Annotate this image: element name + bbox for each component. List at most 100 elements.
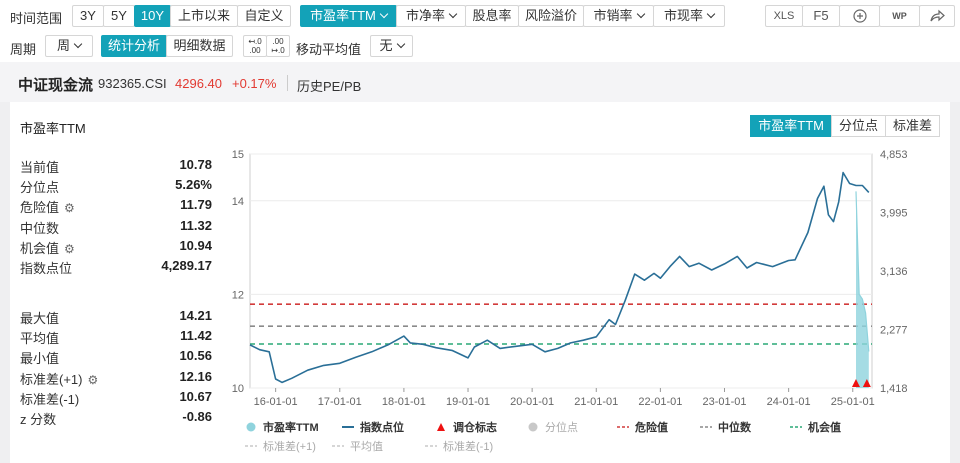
y-right-tick-label: 1,418	[880, 383, 908, 395]
legend-item[interactable]: 危险值	[634, 420, 668, 434]
x-tick-label: 23-01-01	[702, 396, 746, 408]
add-icon[interactable]	[839, 5, 880, 27]
legend-item[interactable]: 调仓标志	[453, 420, 497, 434]
metric-dividend-button[interactable]: 股息率	[465, 5, 519, 27]
ma-dropdown[interactable]: 无	[370, 35, 413, 57]
chart-panel: 市盈率TTM 市盈率TTM 分位点 标准差 当前值 10.78 分位点 5.26% …	[10, 102, 950, 463]
legend-item[interactable]: 机会值	[808, 420, 841, 434]
legend-item[interactable]: 指数点位	[360, 420, 404, 434]
legend-item[interactable]: 平均值	[350, 440, 383, 453]
chevron-down-icon	[636, 9, 645, 19]
chevron-down-icon	[448, 9, 458, 19]
x-tick-label: 22-01-01	[638, 396, 682, 408]
decimal-increase-icon[interactable]: ↤.0.00	[243, 35, 267, 57]
y-right-tick-label: 2,277	[880, 324, 908, 336]
stat-zscore: z 分数 -0.86	[20, 408, 212, 427]
x-tick-label: 21-01-01	[574, 396, 618, 408]
metric-pcf-dropdown[interactable]: 市现率	[653, 5, 725, 27]
x-tick-label: 18-01-01	[382, 396, 426, 408]
legend-item[interactable]: 分位点	[545, 420, 578, 434]
y-right-tick-label: 3,995	[880, 207, 908, 219]
gear-icon[interactable]: ⚙	[87, 372, 99, 387]
pe-chart[interactable]: 10 12 14 15 1,418 2,277 3,136 3,995 4,853 16-01-0…	[222, 102, 922, 463]
rebalance-marker	[851, 379, 860, 387]
range-label: 时间范围	[10, 11, 63, 26]
stats-group-b: 最大值 14.21 平均值 11.42 最小值 10.56 标准差(+1) ⚙ 12.16…	[20, 308, 212, 429]
y-right-tick-label: 3,136	[880, 266, 908, 278]
y-left-tick-label: 10	[232, 383, 244, 395]
legend-item[interactable]: 市盈率TTM	[263, 420, 319, 434]
stat-std-minus: 标准差(-1) 10.67	[20, 388, 212, 407]
index-price: 4296.40	[175, 76, 222, 91]
index-line	[249, 171, 870, 384]
tab-pe-ttm[interactable]: 市盈率TTM	[750, 115, 832, 137]
tab-percentile[interactable]: 分位点	[830, 115, 886, 137]
y-left-tick-label: 15	[232, 149, 244, 161]
stats-group-a: 当前值 10.78 分位点 5.26% 危险值 ⚙ 11.79 中位数 11.32 机会值…	[20, 157, 212, 278]
rebalance-marker	[862, 379, 871, 387]
period-dropdown[interactable]: 周	[45, 35, 93, 57]
chevron-down-icon	[396, 39, 405, 49]
export-xls-icon[interactable]: XLS	[765, 5, 803, 27]
stat-current: 当前值 10.78	[20, 157, 212, 175]
legend-swatch	[437, 423, 445, 431]
stat-percentile: 分位点 5.26%	[20, 177, 212, 196]
index-change: +0.17%	[232, 76, 277, 91]
chevron-down-icon	[73, 39, 83, 49]
chevron-down-icon	[706, 9, 716, 19]
x-tick-label: 20-01-01	[510, 396, 554, 408]
x-tick-label: 17-01-01	[318, 396, 362, 408]
refresh-f5-button[interactable]: F5	[802, 5, 840, 27]
legend-swatch	[246, 422, 256, 432]
stat-danger: 危险值 ⚙ 11.79	[20, 197, 212, 216]
stat-std-plus: 标准差(+1) ⚙ 12.16	[20, 368, 212, 387]
plot-frame	[249, 153, 873, 389]
metric-pb-dropdown[interactable]: 市净率	[396, 5, 466, 27]
tab-stat-analysis[interactable]: 统计分析	[101, 35, 167, 57]
period-label: 周期	[10, 42, 37, 57]
stat-min: 最小值 10.56	[20, 348, 212, 367]
legend-item[interactable]: 中位数	[718, 420, 752, 434]
metric-ps-dropdown[interactable]: 市销率	[583, 5, 654, 27]
stat-median: 中位数 11.32	[20, 217, 212, 236]
history-pepb-link[interactable]: 历史PE/PB	[297, 79, 362, 94]
pe-area	[856, 191, 869, 388]
index-name: 中证现金流	[18, 77, 94, 94]
stat-index-level: 指数点位 4,289.17	[20, 257, 212, 276]
tab-detail-data[interactable]: 明细数据	[166, 35, 233, 57]
share-icon[interactable]	[919, 5, 955, 27]
range-10y-button[interactable]: 10Y	[134, 5, 171, 27]
index-header: 中证现金流 932365.CSI 4296.40 +0.17% 历史PE/PB	[0, 62, 960, 102]
legend-item[interactable]: 标准差(-1)	[443, 439, 493, 453]
toolbar-row-2: 周期 周 统计分析 明细数据 ↤.0.00 .00 ↦.0 移动平均值 无	[0, 33, 960, 62]
gear-icon[interactable]: ⚙	[64, 241, 75, 256]
metric-pe-dropdown[interactable]: 市盈率TTM	[300, 5, 397, 27]
x-tick-label: 16-01-01	[254, 396, 298, 408]
legend-swatch	[528, 422, 538, 432]
wp-icon[interactable]: WP	[879, 5, 920, 27]
y-right-tick-label: 4,853	[880, 149, 908, 161]
chart-tabs: 市盈率TTM 分位点 标准差	[750, 115, 940, 137]
legend-item[interactable]: 标准差(+1)	[263, 439, 316, 453]
x-tick-label: 25-01-01	[831, 396, 875, 408]
tab-stddev[interactable]: 标准差	[884, 115, 940, 137]
decimal-decrease-icon[interactable]: .00 ↦.0	[266, 35, 290, 57]
gear-icon[interactable]: ⚙	[64, 201, 75, 216]
divider	[287, 75, 288, 91]
panel-title: 市盈率TTM	[20, 121, 86, 136]
chevron-down-icon	[379, 9, 389, 19]
y-left-tick-label: 14	[232, 196, 244, 208]
range-5y-button[interactable]: 5Y	[103, 5, 135, 27]
x-tick-label: 24-01-01	[767, 396, 811, 408]
stat-max: 最大值 14.21	[20, 308, 212, 326]
toolbar-row-1: 时间范围 3Y 5Y 10Y 上市以来 自定义 市盈率TTM 市净率 股息率 风…	[0, 0, 960, 33]
ma-label: 移动平均值	[296, 42, 362, 57]
range-3y-button[interactable]: 3Y	[72, 5, 104, 27]
pe-line	[855, 191, 870, 352]
metric-risk-premium-button[interactable]: 风险溢价	[518, 5, 584, 27]
stat-mean: 平均值 11.42	[20, 328, 212, 347]
range-since-listing-button[interactable]: 上市以来	[170, 5, 238, 27]
stat-opportunity: 机会值 ⚙ 10.94	[20, 237, 212, 256]
x-tick-label: 19-01-01	[446, 396, 490, 408]
range-custom-button[interactable]: 自定义	[237, 5, 291, 27]
